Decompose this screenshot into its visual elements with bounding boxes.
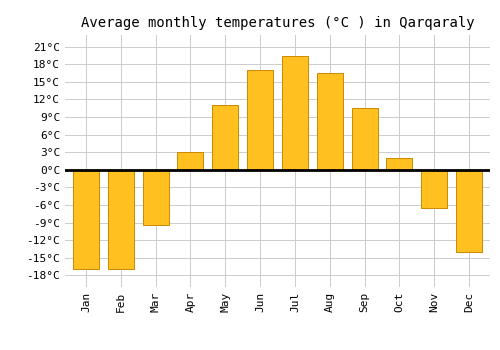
Bar: [142, 170, 169, 225]
Bar: [108, 170, 134, 270]
Bar: [421, 170, 448, 208]
Title: Average monthly temperatures (°C ) in Qarqaraly: Average monthly temperatures (°C ) in Qa…: [80, 16, 474, 30]
Bar: [73, 170, 99, 270]
Bar: [247, 70, 273, 170]
Bar: [212, 105, 238, 170]
Bar: [282, 56, 308, 170]
Bar: [178, 152, 204, 170]
Bar: [316, 73, 343, 170]
Bar: [456, 170, 482, 252]
Bar: [386, 158, 412, 170]
Bar: [352, 108, 378, 170]
